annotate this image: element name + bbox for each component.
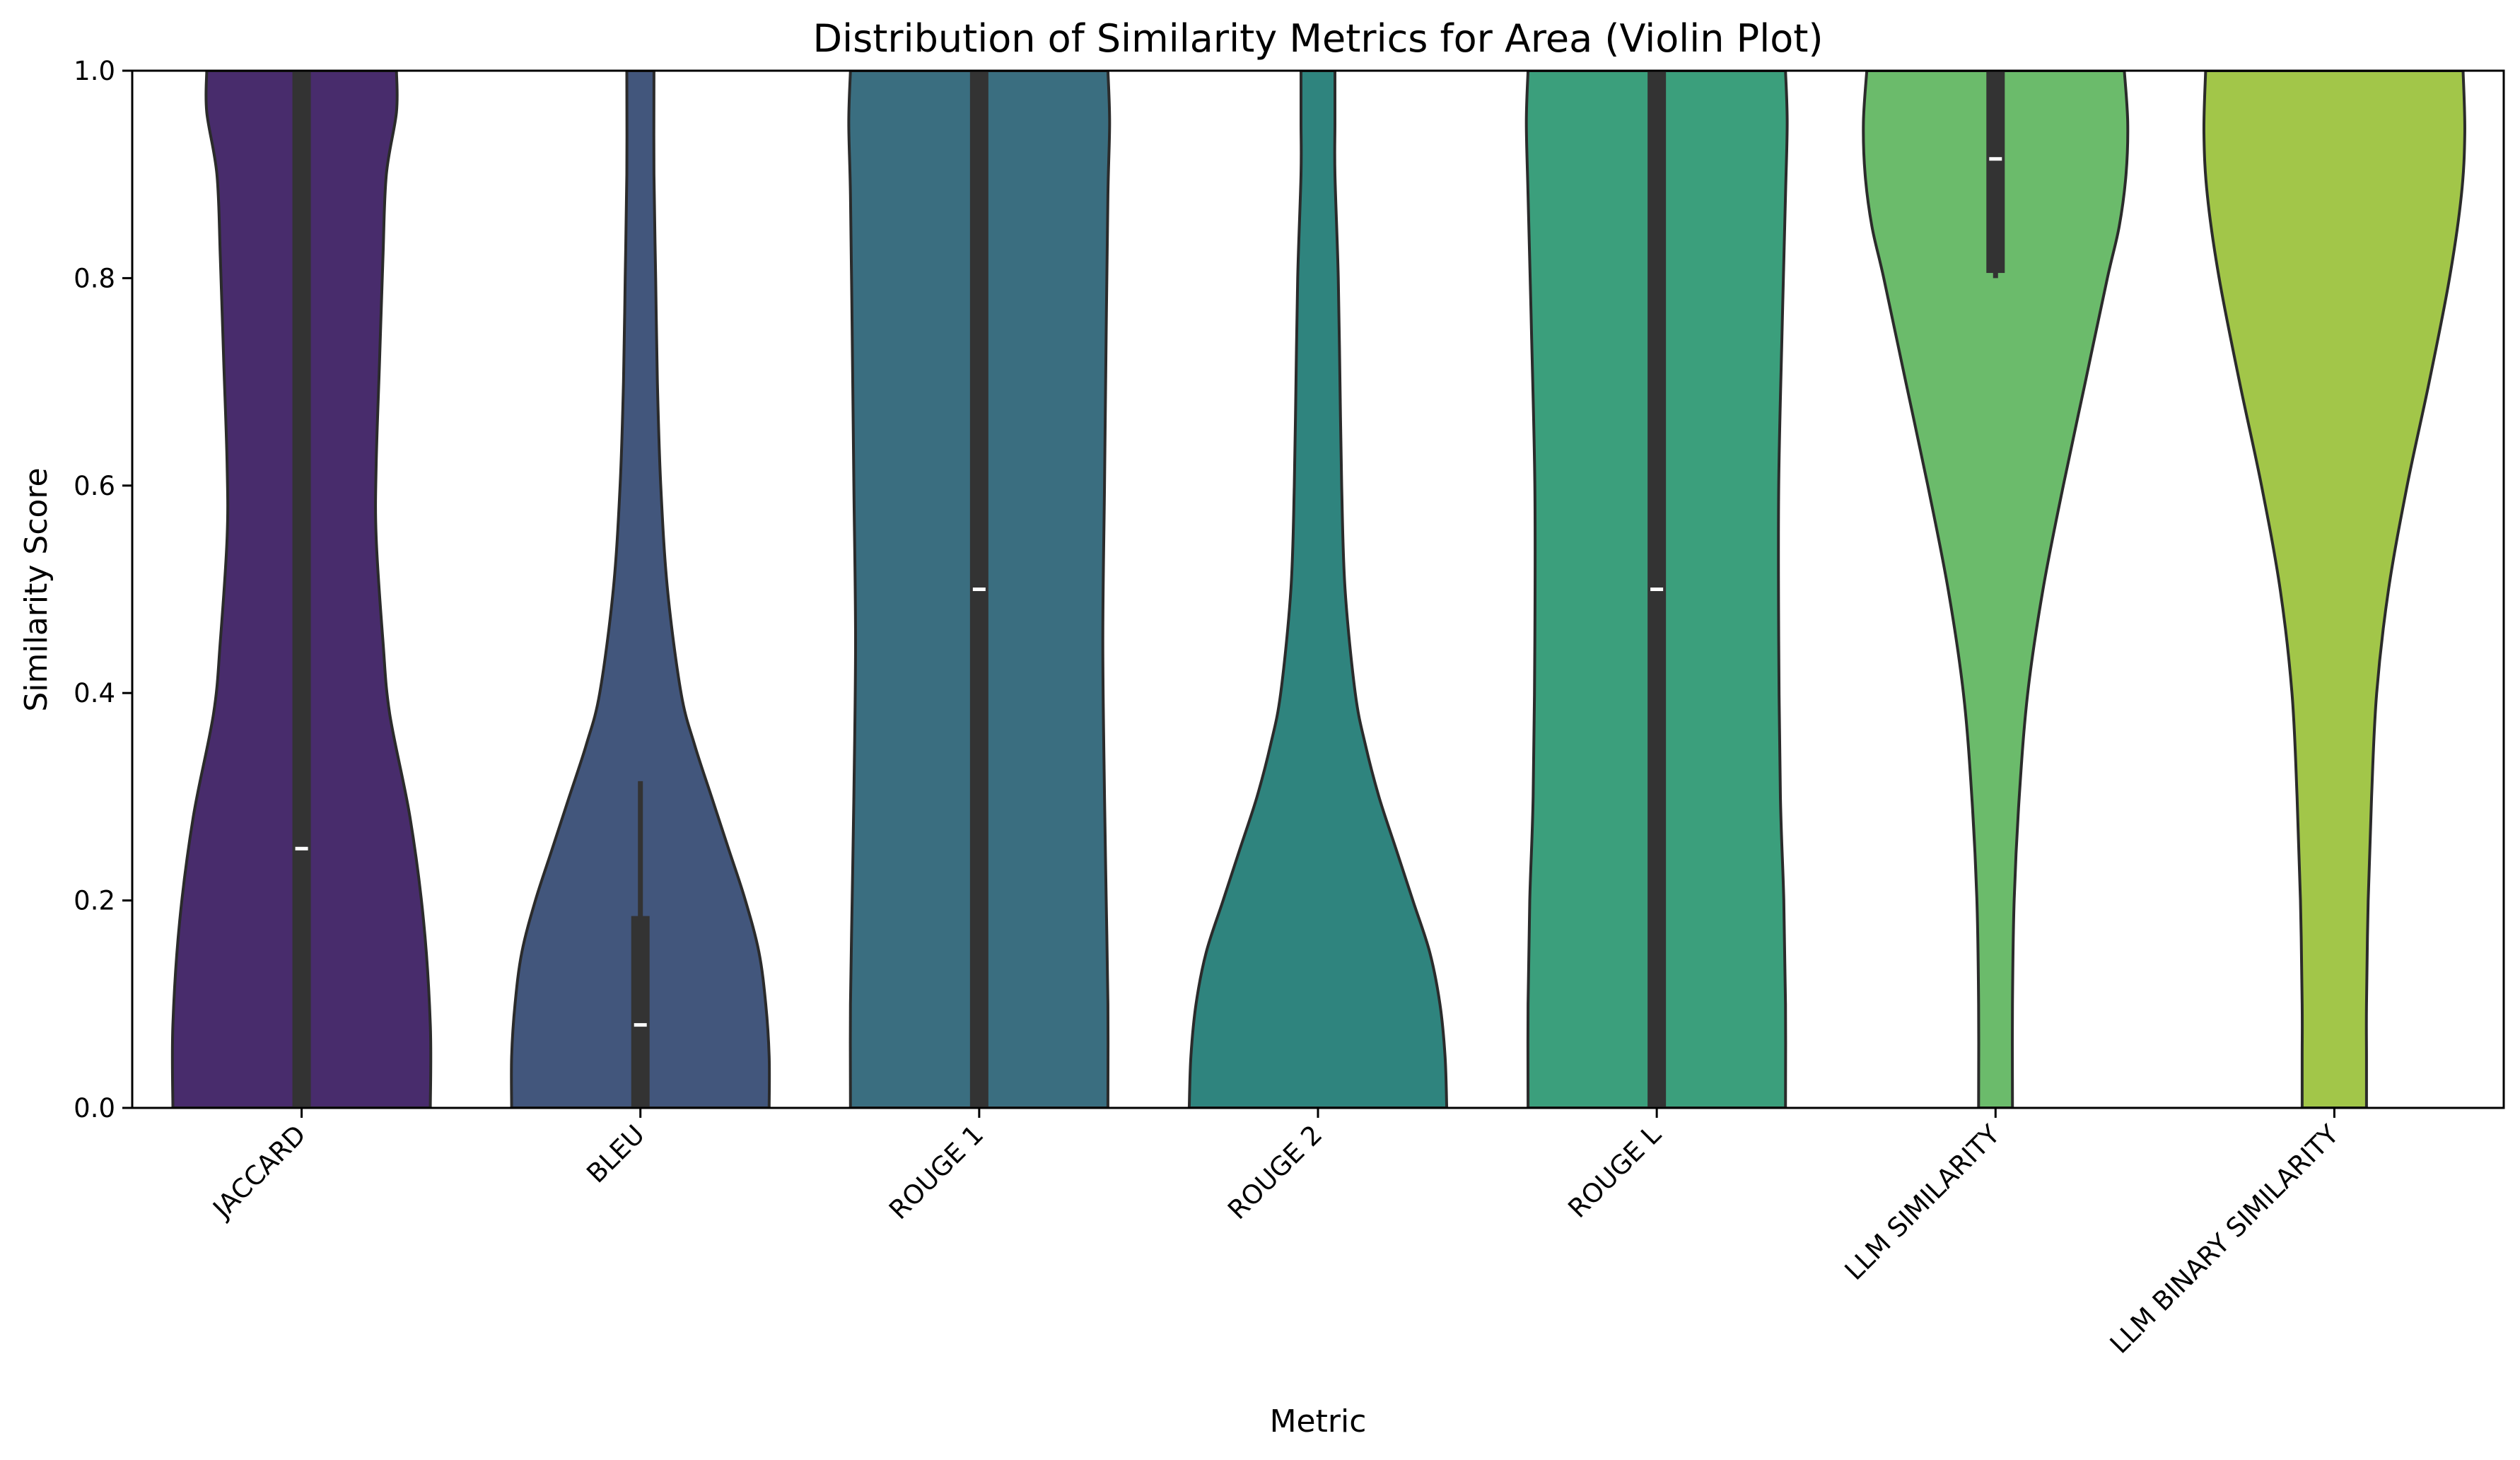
y-tick-label: 0.4 xyxy=(74,678,115,708)
x-tick-label: ROUGE L xyxy=(1562,1119,1667,1224)
plot-area xyxy=(170,71,2466,1108)
y-tick-label: 0.8 xyxy=(74,263,115,293)
y-tick-label: 0.2 xyxy=(74,886,115,916)
x-tick-label: LLM SIMILARITY xyxy=(1839,1119,2006,1286)
y-tick-label: 0.0 xyxy=(74,1093,115,1123)
y-axis-label: Similarity Score xyxy=(18,467,54,711)
violin-llm-binary-similarity xyxy=(2202,71,2466,1108)
violin-llm-similarity xyxy=(1862,71,2130,1108)
iqr-box xyxy=(292,71,311,1108)
x-tick-label: ROUGE 1 xyxy=(883,1119,989,1225)
x-tick-label: ROUGE 2 xyxy=(1222,1119,1328,1225)
iqr-box xyxy=(631,916,650,1108)
violin-bleu xyxy=(510,71,771,1108)
x-tick-label: LLM BINARY SIMILARITY xyxy=(2104,1119,2345,1360)
x-tick-label: BLEU xyxy=(581,1119,651,1189)
violin-rouge-2 xyxy=(1187,71,1449,1108)
chart-title: Distribution of Similarity Metrics for A… xyxy=(812,16,1823,61)
x-axis-label: Metric xyxy=(1270,1403,1367,1439)
y-tick-label: 1.0 xyxy=(74,56,115,86)
x-tick-label: JACCARD xyxy=(206,1119,312,1225)
iqr-box xyxy=(1986,71,2005,274)
y-tick-label: 0.6 xyxy=(74,471,115,501)
